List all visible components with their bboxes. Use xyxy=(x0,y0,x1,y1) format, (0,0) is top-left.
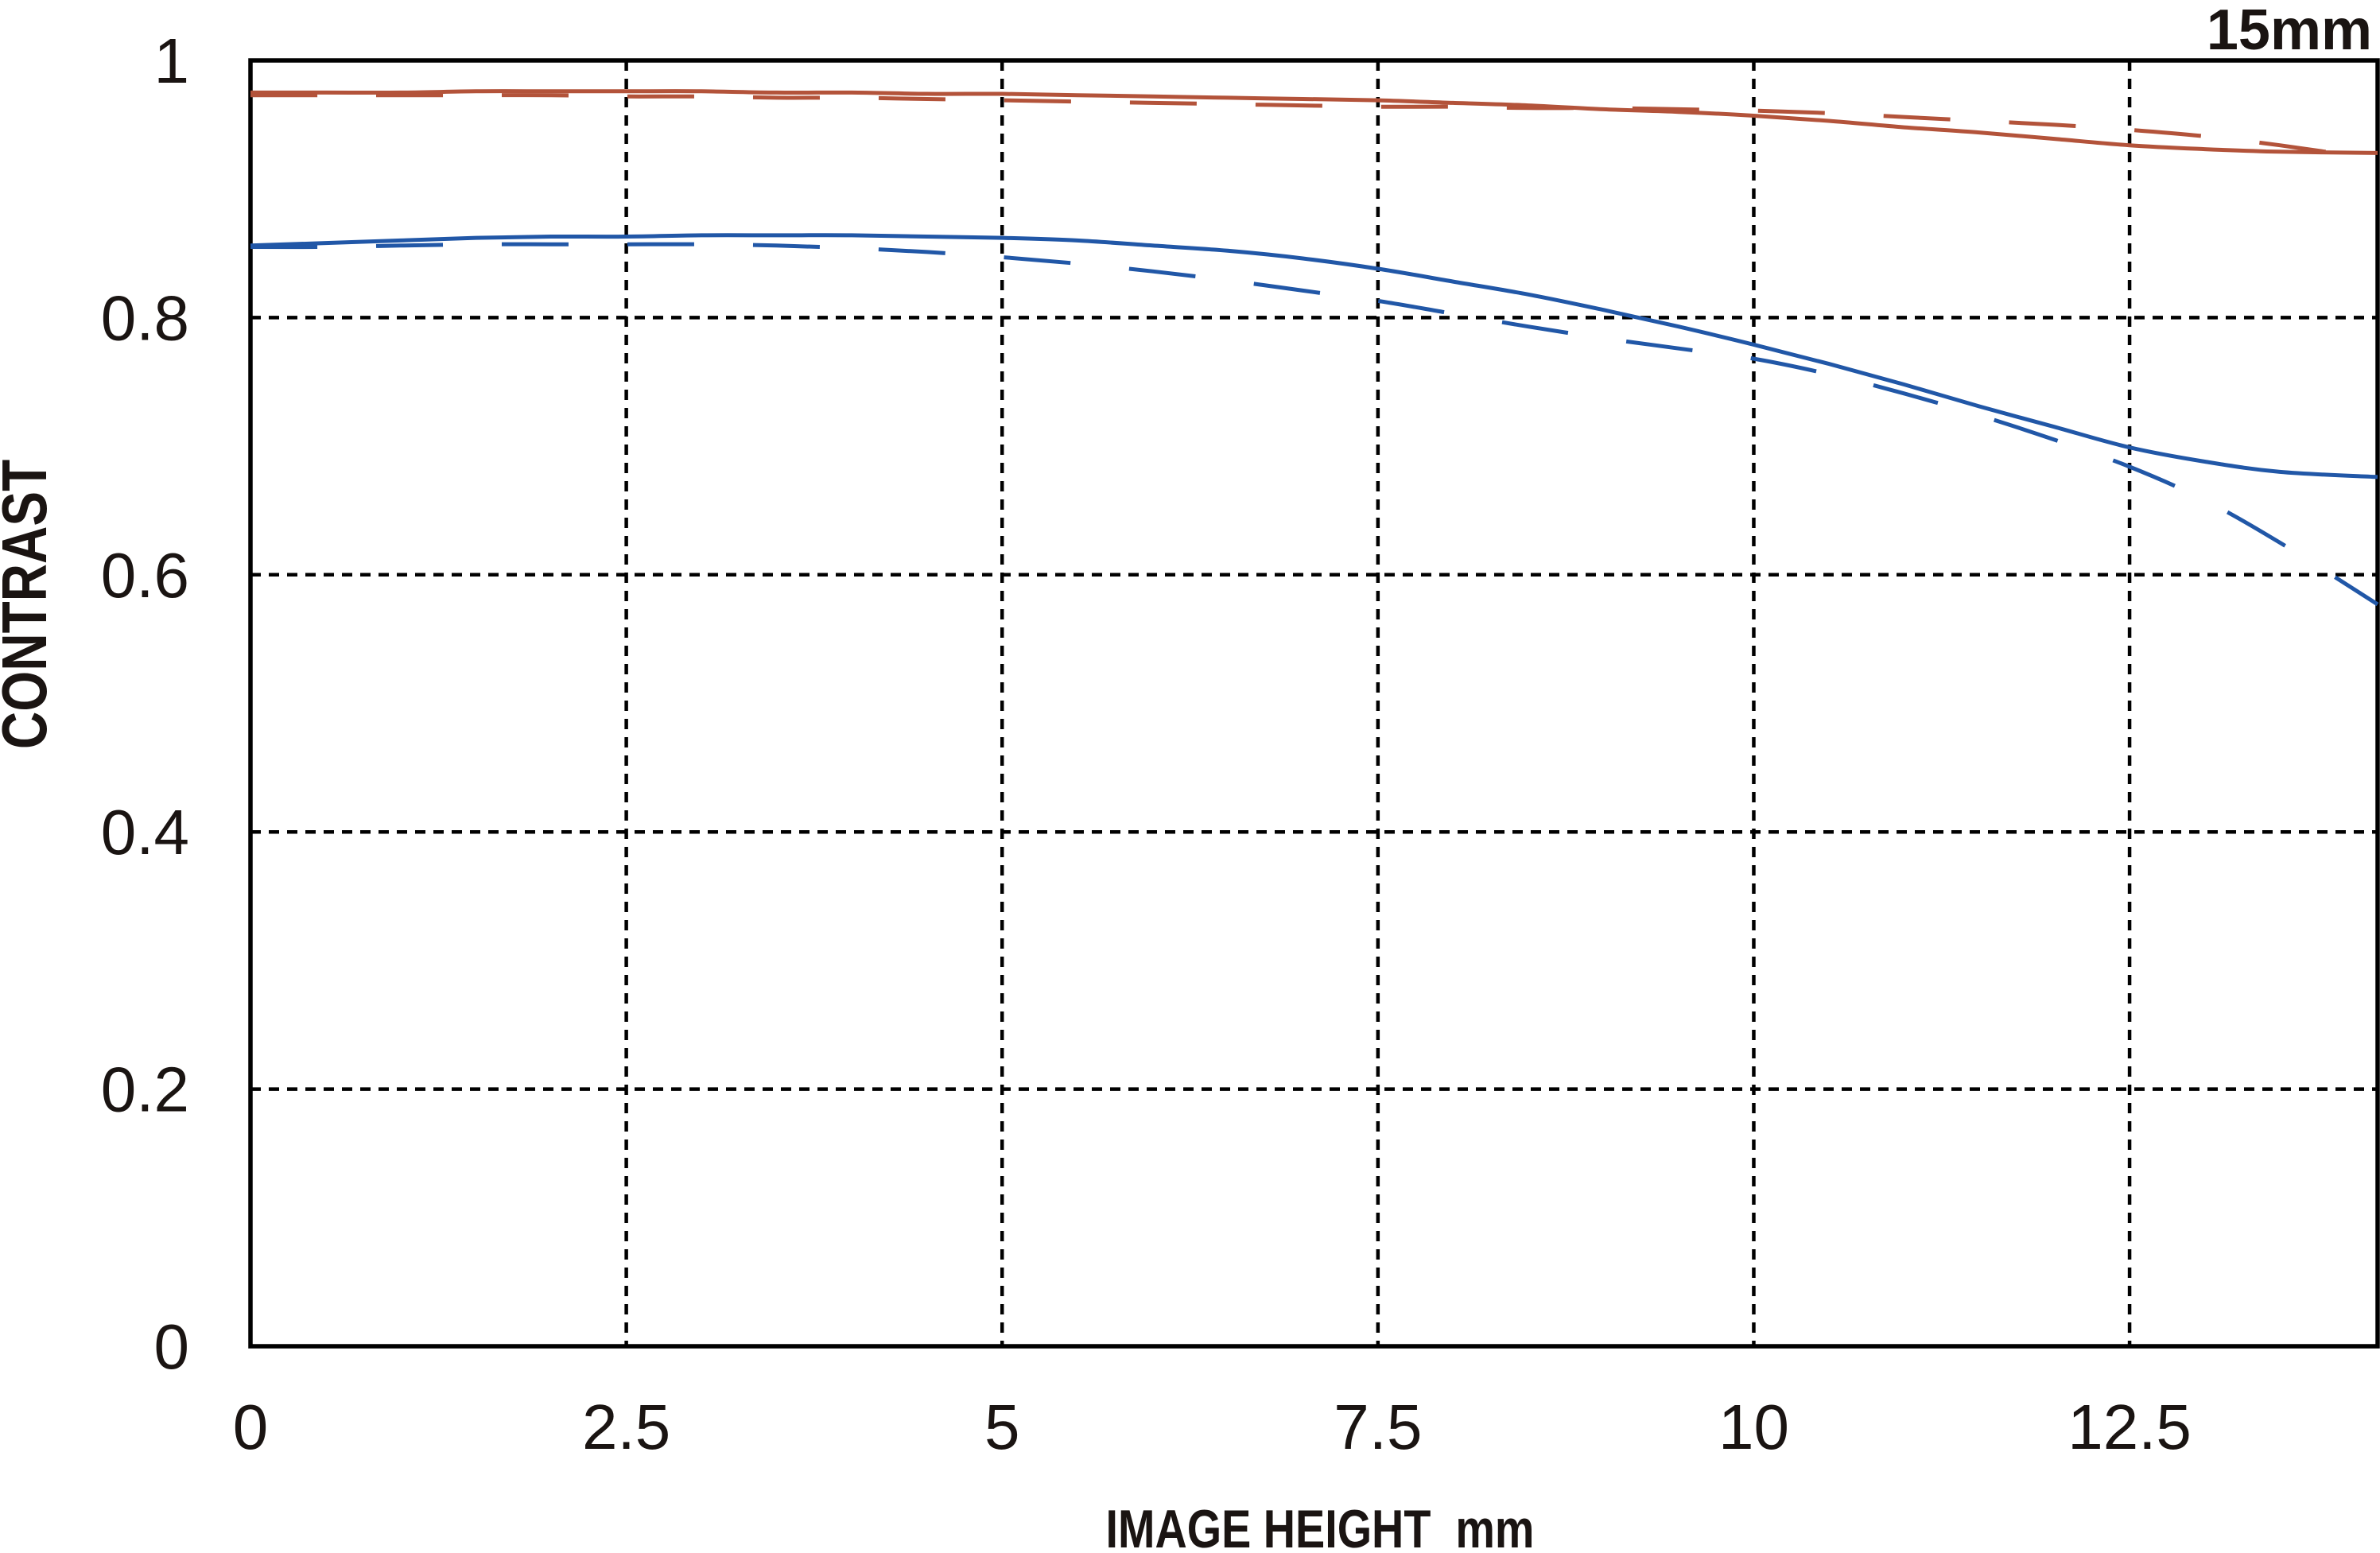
plot-border xyxy=(248,58,2380,1349)
x-axis-title: IMAGE HEIGHT mm xyxy=(1106,1500,1535,1553)
y-tick-label: 0.4 xyxy=(101,797,189,868)
y-tick-label: 1 xyxy=(154,25,190,96)
x-tick-label: 12.5 xyxy=(2067,1392,2192,1462)
curve-red-dashed xyxy=(250,93,2378,161)
x-tick-label: 2.5 xyxy=(582,1392,670,1462)
curves xyxy=(250,89,2379,607)
x-tick-label: 5 xyxy=(984,1392,1020,1462)
x-tick-label: 7.5 xyxy=(1334,1392,1422,1462)
curve-blue-dashed xyxy=(250,242,2379,607)
y-tick-label: 0 xyxy=(154,1311,190,1382)
y-tick-label: 0.2 xyxy=(101,1054,189,1125)
chart-title: 15mm xyxy=(2207,0,2372,62)
gridlines xyxy=(250,60,2378,1346)
x-tick-label: 0 xyxy=(233,1392,269,1462)
y-tick-label: 0.6 xyxy=(101,540,189,611)
curve-blue-solid xyxy=(250,233,2378,479)
y-tick-label: 0.8 xyxy=(101,282,189,353)
x-tick-label: 10 xyxy=(1718,1392,1789,1462)
curve-red-solid xyxy=(250,89,2378,155)
y-axis-title: CONTRAST xyxy=(0,460,60,749)
tick-labels: 0 2.5 5 7.5 10 12.5 0 0.2 0.4 0.6 0.8 1 xyxy=(101,25,2192,1462)
